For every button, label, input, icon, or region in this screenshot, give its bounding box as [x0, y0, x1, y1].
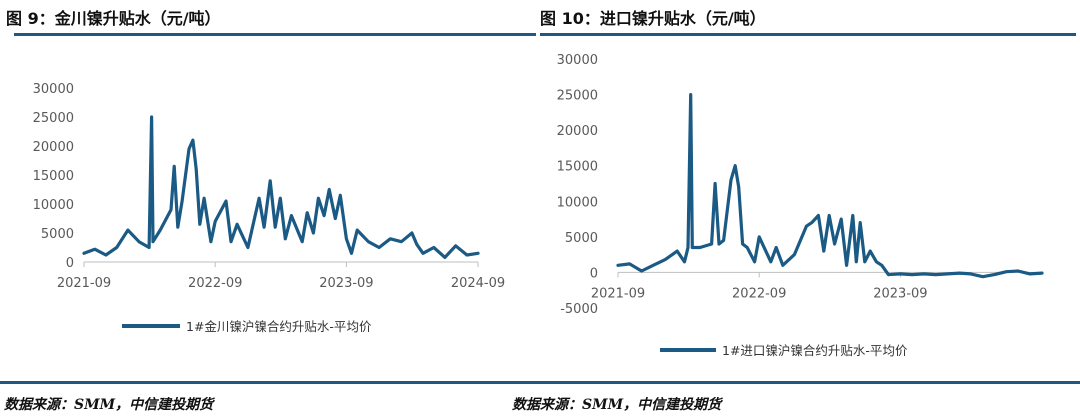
y-tick-label: 30000 — [33, 82, 74, 97]
y-tick-label: 5000 — [565, 231, 598, 246]
y-tick-label: 0 — [590, 266, 598, 281]
y-tick-label: 25000 — [557, 89, 598, 104]
x-tick-label: 2023-09 — [873, 286, 927, 301]
figure-10-title: 图 10：进口镍升贴水（元/吨） — [540, 9, 766, 28]
figure-10-chart: -5000 0 5000 10000 15000 20000 25000 30000 2021-… — [557, 53, 1044, 358]
y-tick-label: 25000 — [33, 111, 74, 126]
y-tick-label: 15000 — [33, 169, 74, 184]
series-line — [82, 115, 480, 259]
legend-label: 1#金川镍沪镍合约升贴水-平均价 — [186, 319, 372, 334]
y-tick-label: 15000 — [557, 160, 598, 175]
x-tick-label: 2022-09 — [732, 286, 786, 301]
figure-9-panel: 图 9：金川镍升贴水（元/吨） 0 5000 10000 15000 20000 2500… — [0, 9, 540, 413]
x-tick-label: 2021-09 — [591, 286, 645, 301]
y-tick-label: 20000 — [33, 140, 74, 155]
x-tick-label: 2023-09 — [319, 276, 373, 291]
figure-10-panel: 图 10：进口镍升贴水（元/吨） -5000 0 5000 10000 15000 200… — [512, 0, 1080, 419]
figure-10-bottom-rule — [540, 381, 1080, 384]
figure-9-title: 图 9：金川镍升贴水（元/吨） — [6, 9, 221, 28]
x-tick-label: 2024-09 — [451, 276, 505, 291]
y-tick-label: 20000 — [557, 124, 598, 139]
figure-10-source: 数据来源：SMM，中信建投期货 — [512, 397, 722, 413]
y-tick-label: 10000 — [557, 195, 598, 210]
figure-10-top-rule — [540, 33, 1076, 36]
y-tick-label: 30000 — [557, 53, 598, 68]
figure-9-top-rule — [14, 33, 536, 36]
legend-label: 1#进口镍沪镍合约升贴水-平均价 — [722, 343, 908, 358]
y-tick-label: 0 — [66, 256, 74, 271]
series-line — [616, 93, 1044, 279]
figure-9-bottom-rule — [0, 381, 540, 384]
figure-9-source: 数据来源：SMM，中信建投期货 — [4, 397, 214, 413]
figure-9-chart: 0 5000 10000 15000 20000 25000 30000 2021-09 202… — [33, 82, 506, 334]
x-tick-label: 2021-09 — [57, 276, 111, 291]
y-tick-label: 5000 — [41, 227, 74, 242]
x-tick-label: 2022-09 — [188, 276, 242, 291]
y-tick-label: 10000 — [33, 198, 74, 213]
y-tick-label: -5000 — [560, 302, 598, 317]
